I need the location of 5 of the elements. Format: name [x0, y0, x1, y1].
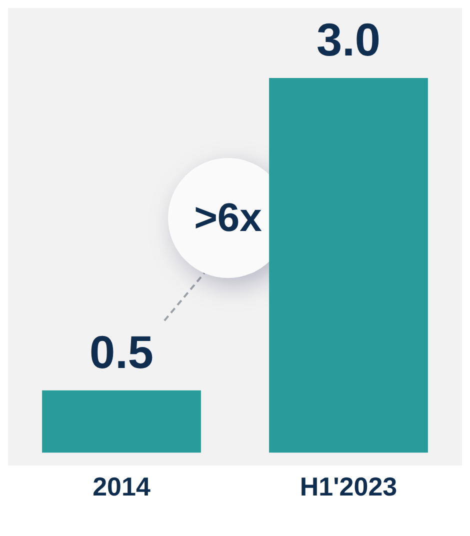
data-label: 0.5 — [90, 326, 154, 378]
annotation: >6x — [194, 196, 262, 240]
x-tick-label: 2014 — [92, 472, 151, 502]
x-tick-label: H1'2023 — [300, 472, 398, 502]
data-label: 3.0 — [316, 14, 380, 66]
